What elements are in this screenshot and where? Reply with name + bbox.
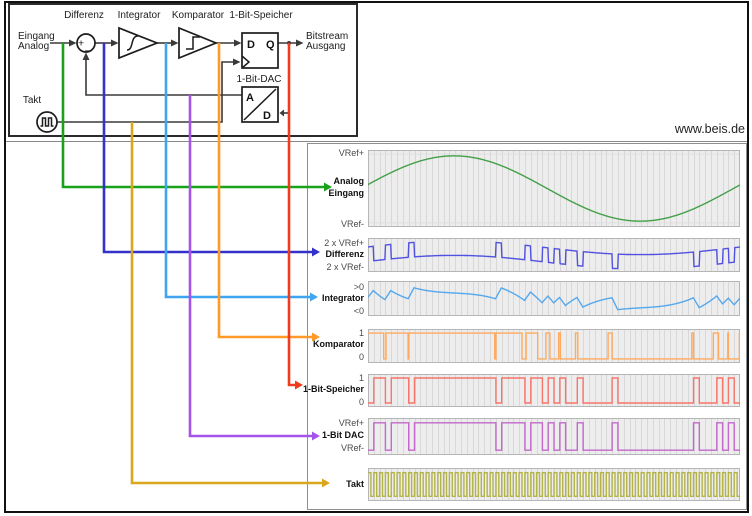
block-letters: D Q A D (246, 39, 275, 122)
row5-top-label: 1 (358, 373, 364, 383)
tap-line-takt (130, 122, 322, 485)
arrow-into-ff-clock (233, 58, 241, 66)
dac-d-label: D (263, 110, 271, 122)
plot-1-bit-dac (368, 418, 740, 455)
section-divider (6, 141, 747, 142)
block-diagram-frame (8, 3, 358, 137)
waveform-trace-clock (368, 471, 740, 497)
tap-arrow-differenz (312, 247, 320, 257)
sum-signs: + – (78, 38, 91, 57)
label-bitstream-line1: Bitstream (306, 31, 349, 42)
row1-bottom-label: VRef- (340, 219, 364, 229)
label-bitstream-ausgang: Bitstream Ausgang (306, 32, 348, 52)
tap-arrow-dac (312, 431, 320, 441)
tap-arrow-integrator (310, 292, 318, 302)
ff-clock-chevron-icon (241, 55, 251, 69)
tap-arrowheads (295, 182, 332, 488)
plot-integrator (368, 281, 740, 316)
waveform-trace-difference (368, 241, 740, 270)
tap-line-dac (188, 95, 312, 438)
arrow-bitstream (296, 39, 304, 47)
plot-differenz (368, 238, 740, 272)
row2-top-label: 2 x VRef+ (324, 238, 364, 248)
sum-junction (76, 33, 96, 53)
tap-line-differenz (102, 43, 312, 254)
sum-minus-sign: – (85, 45, 91, 57)
plot-takt (368, 468, 740, 501)
row6-name: 1-Bit DAC (322, 430, 364, 440)
label-eingang-analog: Eingang Analog (18, 32, 55, 52)
integrator-block (118, 26, 160, 60)
takt-source (36, 111, 58, 133)
waveform-trace-dac (368, 422, 740, 451)
row4-name: Komparator (312, 339, 364, 349)
komparator-block (178, 26, 219, 60)
arrow-into-ff-d (234, 39, 242, 47)
dac-diagonal (243, 88, 277, 121)
row4-top-label: 1 (358, 328, 364, 338)
watermark-url: www.beis.de (674, 122, 745, 136)
tap-arrow-komparator (312, 332, 320, 342)
row2-name: Differenz (325, 249, 364, 259)
row5-bottom-label: 0 (358, 397, 364, 407)
label-eingang-line1: Eingang (18, 31, 55, 42)
row3-bottom-label: <0 (353, 306, 364, 316)
row1-top-label: VRef+ (338, 148, 364, 158)
arrow-into-dac-d (279, 109, 284, 117)
arrow-into-integrator (111, 39, 119, 47)
block-glyphs (40, 35, 277, 127)
tap-line-analog (61, 43, 324, 189)
row1-name-line2: Eingang (328, 188, 365, 198)
row3-top-label: >0 (353, 282, 364, 292)
waveform-trace-sine (368, 155, 740, 222)
tap-arrow-analog (324, 182, 332, 192)
plot-komparator (368, 329, 740, 363)
label-speicher: 1-Bit-Speicher (229, 10, 293, 21)
label-eingang-line2: Analog (18, 41, 50, 52)
label-bitstream-line2: Ausgang (306, 41, 346, 52)
outer-border (4, 1, 749, 513)
waveform-trace-integrator (368, 287, 740, 311)
row3-name: Integrator (321, 293, 364, 303)
ff-d-label: D (247, 39, 255, 51)
waveform-trace-latch (368, 377, 740, 404)
row2-bottom-label: 2 x VRef- (326, 262, 364, 272)
tap-line-speicher (287, 43, 295, 387)
label-komparator: Komparator (171, 10, 225, 21)
integrator-curve-icon (126, 35, 139, 51)
tap-arrow-takt (322, 478, 330, 488)
arrow-into-komparator (171, 39, 179, 47)
label-takt: Takt (22, 95, 42, 106)
label-integrator: Integrator (117, 10, 161, 21)
label-differenz: Differenz (64, 10, 104, 21)
waveform-trace-comparator (368, 332, 740, 360)
row6-bottom-label: VRef- (340, 443, 364, 453)
label-dac: 1-Bit-DAC (236, 74, 282, 85)
ff-q-label: Q (266, 39, 275, 51)
row1-name-line1: Analog (333, 176, 365, 186)
tap-line-integrator (164, 43, 310, 299)
arrow-into-sum (69, 39, 77, 47)
row6-top-label: VRef+ (338, 418, 364, 428)
row7-name: Takt (346, 479, 364, 489)
wire-takt (57, 61, 233, 123)
tap-arrow-speicher (295, 380, 303, 390)
tap-lines (61, 43, 324, 485)
tap-line-komparator (217, 43, 312, 339)
row5-name: 1-Bit-Speicher (302, 384, 364, 394)
sum-plus-sign: + (78, 38, 84, 50)
plot-analog-eingang (368, 150, 740, 227)
plot-1-bit-speicher (368, 374, 740, 407)
row4-bottom-label: 0 (358, 352, 364, 362)
dac-a-label: A (246, 92, 254, 104)
arrow-feedback-into-sum (82, 52, 90, 60)
clock-wave-icon (40, 117, 54, 127)
comparator-step-icon (186, 36, 200, 50)
